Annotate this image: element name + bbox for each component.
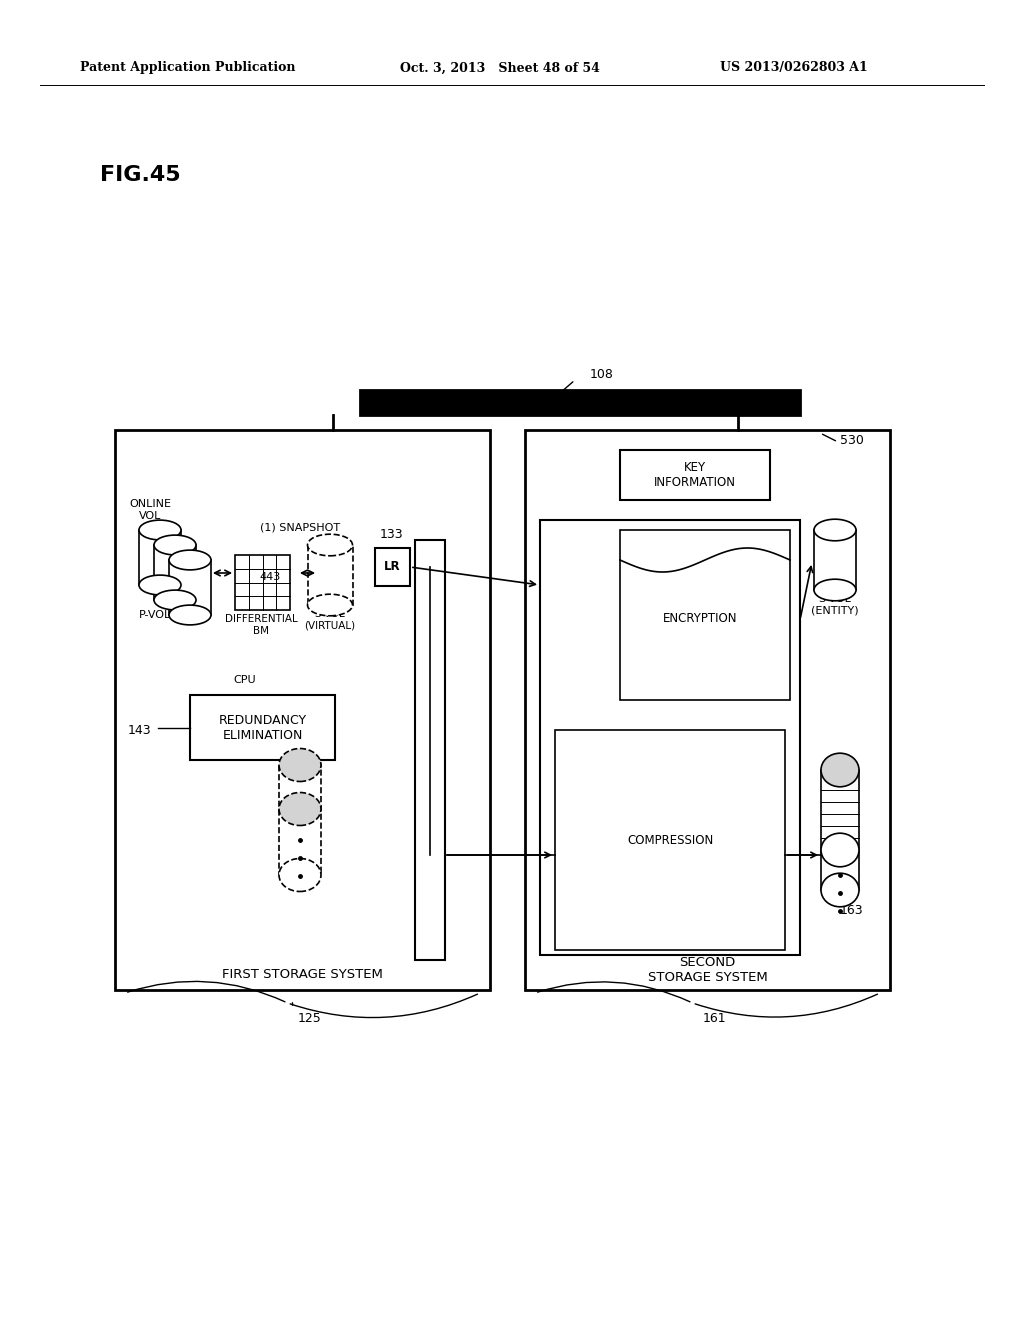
Bar [415, 540, 445, 960]
Bar [525, 430, 890, 990]
Text: ENCRYPTION: ENCRYPTION [663, 611, 737, 624]
Text: ONLINE
VOL: ONLINE VOL [129, 499, 171, 521]
Text: 143: 143 [128, 723, 152, 737]
Text: (1) SNAPSHOT: (1) SNAPSHOT [260, 521, 340, 532]
Ellipse shape [169, 605, 211, 624]
Ellipse shape [814, 519, 856, 541]
Text: DIFFERENTIAL
BM: DIFFERENTIAL BM [224, 614, 297, 636]
Ellipse shape [154, 590, 196, 610]
Bar [540, 520, 800, 954]
Bar [169, 560, 211, 615]
Text: 530: 530 [840, 433, 864, 446]
Bar [555, 730, 785, 950]
Ellipse shape [821, 874, 859, 907]
Text: REDUNDANCY
ELIMINATION: REDUNDANCY ELIMINATION [219, 714, 307, 742]
Ellipse shape [279, 858, 321, 891]
Text: 133: 133 [380, 528, 403, 541]
Bar [115, 430, 490, 990]
Ellipse shape [821, 754, 859, 787]
Bar [620, 531, 790, 700]
Ellipse shape [821, 833, 859, 867]
Bar [360, 389, 800, 414]
Text: Patent Application Publication: Patent Application Publication [80, 62, 296, 74]
Text: 163: 163 [840, 903, 863, 916]
Ellipse shape [279, 748, 321, 781]
Text: SECOND
STORAGE SYSTEM: SECOND STORAGE SYSTEM [647, 956, 767, 983]
Bar [190, 696, 335, 760]
Ellipse shape [814, 579, 856, 601]
Text: US 2013/0262803 A1: US 2013/0262803 A1 [720, 62, 867, 74]
Text: FIRST STORAGE SYSTEM: FIRST STORAGE SYSTEM [222, 969, 383, 982]
Bar [279, 766, 321, 875]
Ellipse shape [307, 594, 352, 616]
Text: KEY
INFORMATION: KEY INFORMATION [654, 461, 736, 488]
Ellipse shape [139, 520, 181, 540]
Text: P-VOL: P-VOL [139, 610, 171, 620]
Text: 108: 108 [590, 368, 613, 381]
Bar [375, 548, 410, 586]
Text: Oct. 3, 2013   Sheet 48 of 54: Oct. 3, 2013 Sheet 48 of 54 [400, 62, 600, 74]
Ellipse shape [139, 576, 181, 595]
Bar [234, 554, 290, 610]
Text: S-VOL
(VIRTUAL): S-VOL (VIRTUAL) [304, 610, 355, 631]
Bar [620, 450, 770, 500]
Text: 443: 443 [259, 572, 281, 582]
Bar [154, 545, 196, 601]
Text: CPU: CPU [233, 675, 256, 685]
Text: 161: 161 [702, 1011, 726, 1024]
Bar [821, 770, 859, 890]
Text: 125: 125 [298, 1011, 322, 1024]
Text: LR: LR [384, 561, 400, 573]
Bar [814, 531, 856, 590]
Bar [307, 545, 352, 605]
Text: COMPRESSION: COMPRESSION [627, 833, 713, 846]
Ellipse shape [154, 535, 196, 554]
Ellipse shape [307, 535, 352, 556]
Ellipse shape [279, 792, 321, 825]
Ellipse shape [169, 550, 211, 570]
Text: FIG.45: FIG.45 [100, 165, 180, 185]
Text: S-VOL
(ENTITY): S-VOL (ENTITY) [811, 594, 859, 616]
Bar [139, 531, 181, 585]
